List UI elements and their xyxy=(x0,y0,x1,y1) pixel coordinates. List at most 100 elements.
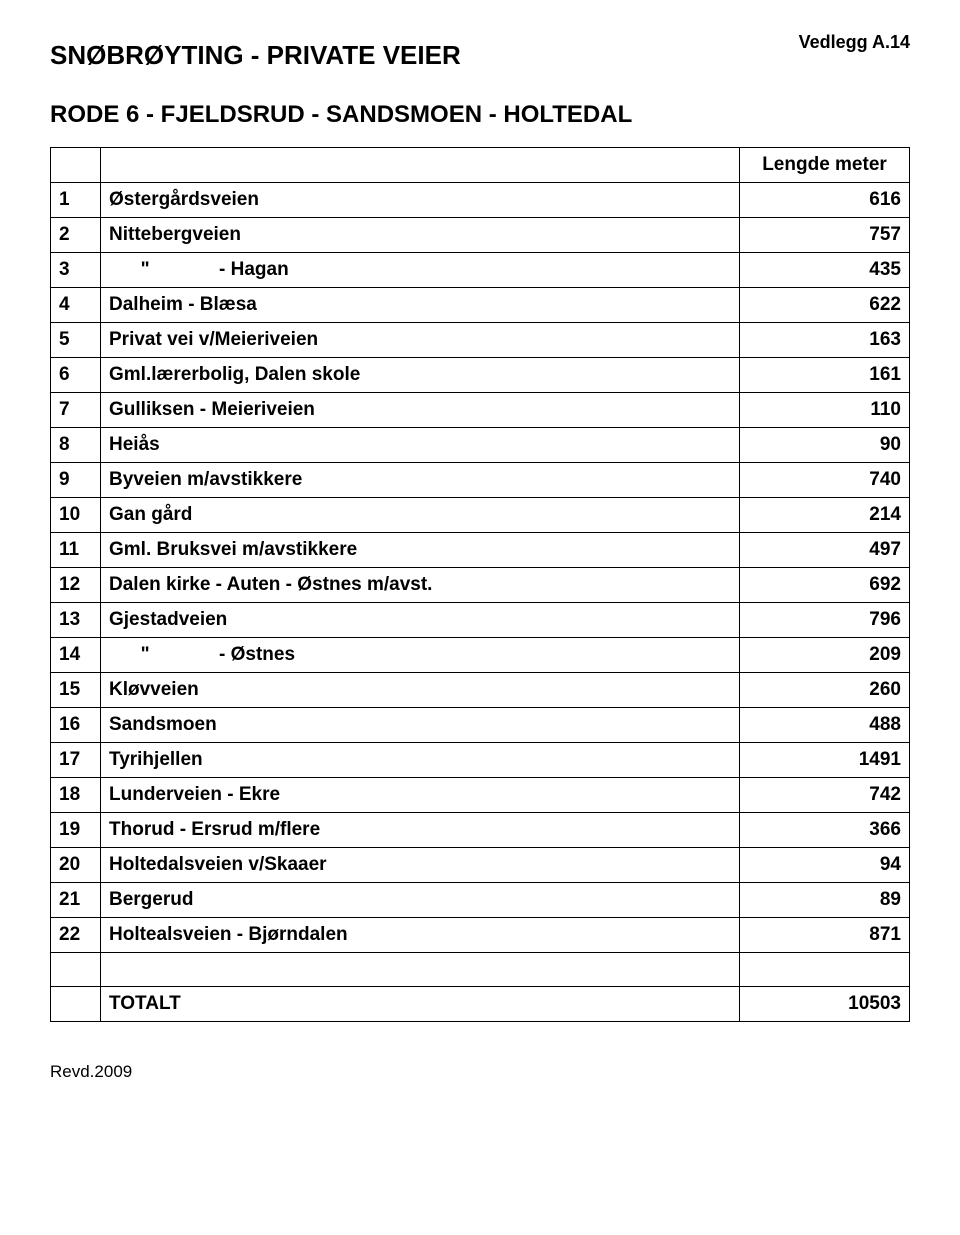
length-value: 90 xyxy=(740,428,910,463)
table-row: 1Østergårdsveien616 xyxy=(51,183,910,218)
road-name: Nittebergveien xyxy=(101,218,740,253)
length-value: 1491 xyxy=(740,743,910,778)
road-name: "- Østnes xyxy=(101,638,740,673)
row-number: 5 xyxy=(51,323,101,358)
road-name: Østergårdsveien xyxy=(101,183,740,218)
road-name: Gjestadveien xyxy=(101,603,740,638)
road-name: Holtedalsveien v/Skaaer xyxy=(101,848,740,883)
row-number: 2 xyxy=(51,218,101,253)
spacer-cell xyxy=(740,953,910,987)
table-row: 8Heiås90 xyxy=(51,428,910,463)
length-value: 260 xyxy=(740,673,910,708)
header-blank-num xyxy=(51,148,101,183)
length-value: 871 xyxy=(740,918,910,953)
length-value: 89 xyxy=(740,883,910,918)
row-number: 7 xyxy=(51,393,101,428)
page-title: SNØBRØYTING - PRIVATE VEIER xyxy=(50,40,461,71)
total-blank-num xyxy=(51,987,101,1022)
table-row: 15Kløvveien260 xyxy=(51,673,910,708)
length-value: 435 xyxy=(740,253,910,288)
length-value: 757 xyxy=(740,218,910,253)
row-number: 1 xyxy=(51,183,101,218)
spacer-row xyxy=(51,953,910,987)
revision-footer: Revd.2009 xyxy=(50,1062,910,1082)
table-row: 22Holtealsveien - Bjørndalen871 xyxy=(51,918,910,953)
road-name: Holtealsveien - Bjørndalen xyxy=(101,918,740,953)
length-value: 497 xyxy=(740,533,910,568)
length-value: 163 xyxy=(740,323,910,358)
road-name: Gan gård xyxy=(101,498,740,533)
table-row: 6Gml.lærerbolig, Dalen skole161 xyxy=(51,358,910,393)
road-name: Tyrihjellen xyxy=(101,743,740,778)
road-name: Gml.lærerbolig, Dalen skole xyxy=(101,358,740,393)
row-number: 6 xyxy=(51,358,101,393)
length-value: 366 xyxy=(740,813,910,848)
table-row: 18Lunderveien - Ekre742 xyxy=(51,778,910,813)
length-header: Lengde meter xyxy=(740,148,910,183)
header-blank-name xyxy=(101,148,740,183)
row-number: 9 xyxy=(51,463,101,498)
row-number: 18 xyxy=(51,778,101,813)
length-value: 616 xyxy=(740,183,910,218)
table-row: 19Thorud - Ersrud m/flere366 xyxy=(51,813,910,848)
road-name: Bergerud xyxy=(101,883,740,918)
length-value: 209 xyxy=(740,638,910,673)
table-row: 9Byveien m/avstikkere740 xyxy=(51,463,910,498)
row-number: 8 xyxy=(51,428,101,463)
road-name: "- Hagan xyxy=(101,253,740,288)
row-number: 19 xyxy=(51,813,101,848)
table-row: 10Gan gård214 xyxy=(51,498,910,533)
road-name: Dalheim - Blæsa xyxy=(101,288,740,323)
road-name: Thorud - Ersrud m/flere xyxy=(101,813,740,848)
road-name: Gulliksen - Meieriveien xyxy=(101,393,740,428)
attachment-label: Vedlegg A.14 xyxy=(799,32,910,53)
table-row: 4Dalheim - Blæsa622 xyxy=(51,288,910,323)
row-number: 17 xyxy=(51,743,101,778)
row-number: 10 xyxy=(51,498,101,533)
table-header-row: Lengde meter xyxy=(51,148,910,183)
row-number: 3 xyxy=(51,253,101,288)
total-row: TOTALT10503 xyxy=(51,987,910,1022)
length-value: 692 xyxy=(740,568,910,603)
row-number: 13 xyxy=(51,603,101,638)
length-value: 110 xyxy=(740,393,910,428)
road-name: Byveien m/avstikkere xyxy=(101,463,740,498)
length-value: 488 xyxy=(740,708,910,743)
length-value: 622 xyxy=(740,288,910,323)
table-row: 7Gulliksen - Meieriveien110 xyxy=(51,393,910,428)
length-value: 214 xyxy=(740,498,910,533)
roads-table: Lengde meter 1Østergårdsveien6162Nittebe… xyxy=(50,147,910,1022)
table-row: 3 "- Hagan435 xyxy=(51,253,910,288)
row-number: 15 xyxy=(51,673,101,708)
row-number: 20 xyxy=(51,848,101,883)
table-row: 2Nittebergveien757 xyxy=(51,218,910,253)
row-number: 12 xyxy=(51,568,101,603)
road-name: Kløvveien xyxy=(101,673,740,708)
length-value: 742 xyxy=(740,778,910,813)
table-row: 11Gml. Bruksvei m/avstikkere497 xyxy=(51,533,910,568)
total-value: 10503 xyxy=(740,987,910,1022)
length-value: 740 xyxy=(740,463,910,498)
row-number: 4 xyxy=(51,288,101,323)
row-number: 21 xyxy=(51,883,101,918)
table-row: 16Sandsmoen488 xyxy=(51,708,910,743)
subtitle: RODE 6 - FJELDSRUD - SANDSMOEN - HOLTEDA… xyxy=(50,101,910,129)
spacer-cell xyxy=(101,953,740,987)
table-row: 13Gjestadveien796 xyxy=(51,603,910,638)
row-number: 16 xyxy=(51,708,101,743)
spacer-cell xyxy=(51,953,101,987)
table-row: 20Holtedalsveien v/Skaaer94 xyxy=(51,848,910,883)
row-number: 14 xyxy=(51,638,101,673)
total-label: TOTALT xyxy=(101,987,740,1022)
length-value: 161 xyxy=(740,358,910,393)
road-name: Lunderveien - Ekre xyxy=(101,778,740,813)
row-number: 11 xyxy=(51,533,101,568)
table-row: 14 "- Østnes209 xyxy=(51,638,910,673)
length-value: 796 xyxy=(740,603,910,638)
road-name: Sandsmoen xyxy=(101,708,740,743)
length-value: 94 xyxy=(740,848,910,883)
road-name: Dalen kirke - Auten - Østnes m/avst. xyxy=(101,568,740,603)
road-name: Heiås xyxy=(101,428,740,463)
table-row: 17Tyrihjellen1491 xyxy=(51,743,910,778)
road-name: Gml. Bruksvei m/avstikkere xyxy=(101,533,740,568)
